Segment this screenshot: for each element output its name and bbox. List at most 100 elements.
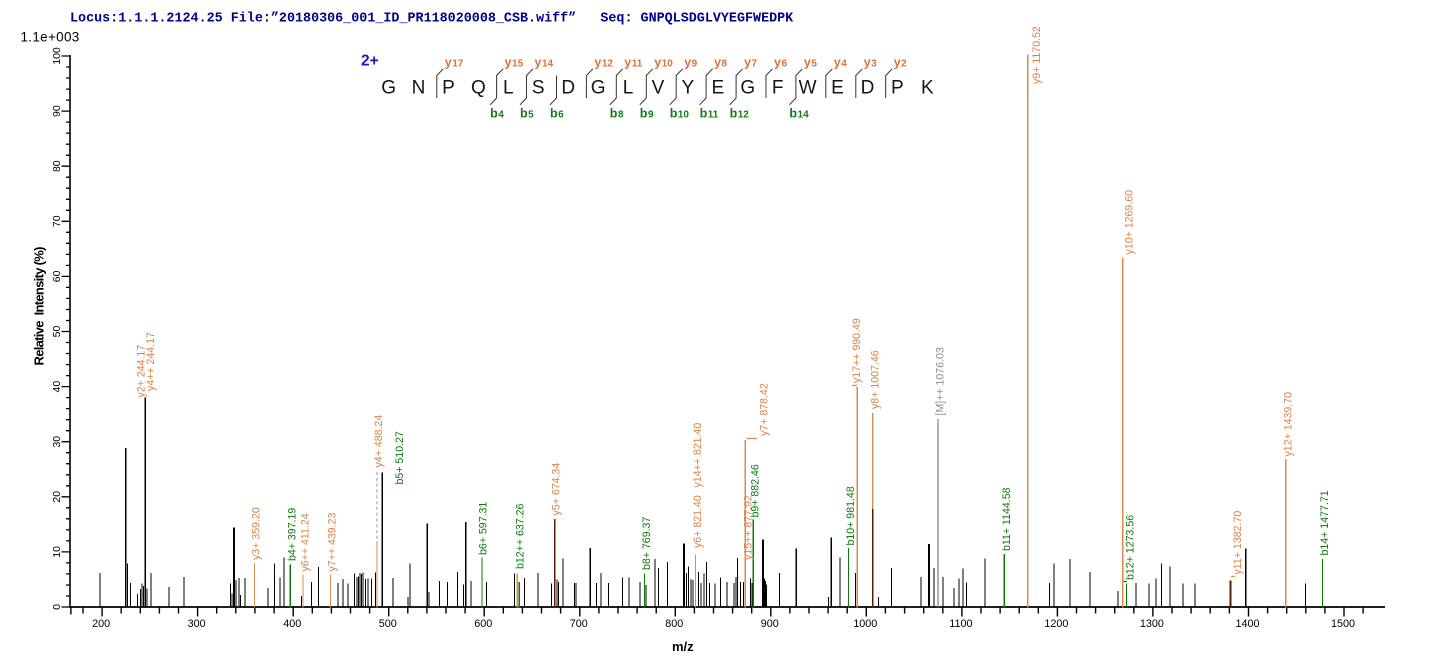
- svg-text:y8+ 1007.46: y8+ 1007.46: [870, 350, 882, 409]
- svg-text:40: 40: [51, 381, 63, 393]
- svg-text:Y: Y: [682, 78, 695, 99]
- svg-text:600: 600: [474, 618, 492, 630]
- svg-text:800: 800: [665, 618, 683, 630]
- svg-text:y10: y10: [654, 56, 673, 70]
- svg-text:b8+ 769.37: b8+ 769.37: [641, 517, 653, 570]
- svg-text:y11+ 1382.70: y11+ 1382.70: [1232, 511, 1244, 575]
- svg-text:y6++ 411.24: y6++ 411.24: [300, 513, 312, 571]
- svg-text:F: F: [772, 78, 784, 99]
- svg-text:[M]++ 1076.03: [M]++ 1076.03: [935, 347, 947, 415]
- svg-text:y4: y4: [834, 56, 847, 70]
- svg-text:100: 100: [51, 47, 63, 65]
- svg-text:b9+ 882.46: b9+ 882.46: [750, 464, 762, 517]
- svg-text:D: D: [561, 78, 575, 99]
- svg-text:P: P: [891, 78, 904, 99]
- svg-text:y15: y15: [505, 56, 524, 70]
- svg-text:y8: y8: [714, 56, 727, 70]
- svg-text:Locus:1.1.1.2124.25 File:”2018: Locus:1.1.1.2124.25 File:”20180306_001_I…: [70, 12, 794, 27]
- svg-text:20: 20: [51, 491, 63, 503]
- svg-text:0: 0: [51, 604, 63, 610]
- svg-text:y6: y6: [774, 56, 787, 70]
- svg-text:y17++ 990.49: y17++ 990.49: [851, 318, 863, 383]
- svg-text:Q: Q: [471, 78, 486, 99]
- svg-text:1500: 1500: [1331, 618, 1355, 630]
- svg-text:30: 30: [51, 436, 63, 448]
- svg-text:y12: y12: [594, 56, 613, 70]
- svg-text:P: P: [442, 78, 455, 99]
- svg-text:N: N: [412, 78, 426, 99]
- svg-text:y5: y5: [804, 56, 817, 70]
- svg-text:b12++ 637.26: b12++ 637.26: [515, 503, 527, 569]
- svg-text:y9: y9: [684, 56, 697, 70]
- svg-text:60: 60: [51, 270, 63, 282]
- svg-text:1100: 1100: [949, 618, 972, 630]
- svg-text:L: L: [623, 78, 634, 99]
- svg-text:y7: y7: [744, 56, 757, 70]
- svg-text:300: 300: [188, 618, 206, 630]
- svg-text:K: K: [921, 78, 934, 99]
- svg-text:1.1e+003: 1.1e+003: [21, 30, 80, 45]
- svg-text:E: E: [831, 78, 844, 99]
- svg-text:400: 400: [283, 618, 301, 630]
- svg-text:y15++ 877.92: y15++ 877.92: [743, 495, 755, 560]
- svg-text:y3+ 359.20: y3+ 359.20: [251, 507, 263, 560]
- svg-text:y9+ 1170.52: y9+ 1170.52: [1031, 26, 1043, 84]
- svg-text:1400: 1400: [1235, 618, 1259, 630]
- svg-text:y12+ 1439.70: y12+ 1439.70: [1283, 392, 1295, 457]
- svg-text:90: 90: [51, 105, 63, 117]
- svg-text:y5+ 674.34: y5+ 674.34: [551, 463, 563, 516]
- svg-text:10: 10: [51, 546, 63, 558]
- svg-text:y17: y17: [445, 56, 464, 70]
- svg-text:W: W: [799, 78, 817, 99]
- svg-text:G: G: [591, 78, 606, 99]
- svg-text:m/z: m/z: [672, 639, 694, 654]
- svg-text:70: 70: [51, 215, 63, 227]
- svg-text:1300: 1300: [1140, 618, 1164, 630]
- svg-text:D: D: [861, 78, 875, 99]
- svg-text:80: 80: [51, 160, 63, 172]
- svg-text:900: 900: [761, 618, 779, 630]
- svg-text:b5+ 510.27: b5+ 510.27: [394, 431, 406, 484]
- svg-text:b12: b12: [730, 107, 750, 121]
- svg-text:1200: 1200: [1044, 618, 1068, 630]
- svg-text:L: L: [503, 78, 514, 99]
- svg-text:2+: 2+: [361, 53, 379, 70]
- svg-text:y11: y11: [624, 56, 642, 70]
- svg-text:b6: b6: [550, 107, 564, 121]
- svg-text:y10+ 1269.60: y10+ 1269.60: [1124, 190, 1136, 255]
- svg-text:500: 500: [379, 618, 397, 630]
- svg-text:b14+ 1477.71: b14+ 1477.71: [1319, 490, 1331, 555]
- svg-text:y14: y14: [535, 56, 554, 70]
- svg-text:b11+ 1144.58: b11+ 1144.58: [1001, 487, 1013, 551]
- svg-text:b6+ 597.31: b6+ 597.31: [478, 502, 490, 555]
- svg-text:700: 700: [570, 618, 588, 630]
- svg-text:y4+ 488.24: y4+ 488.24: [373, 415, 385, 468]
- svg-text:b10: b10: [670, 107, 690, 121]
- svg-text:1000: 1000: [853, 618, 877, 630]
- svg-text:S: S: [532, 78, 545, 99]
- svg-text:Relative Intensity (%): Relative Intensity (%): [32, 247, 47, 366]
- svg-text:E: E: [711, 78, 724, 99]
- svg-text:y6+ 821.40: y6+ 821.40: [692, 495, 704, 548]
- svg-text:b10+ 981.48: b10+ 981.48: [845, 486, 857, 545]
- svg-text:b12+ 1273.56: b12+ 1273.56: [1125, 515, 1137, 580]
- svg-text:y7++ 439.23: y7++ 439.23: [327, 512, 339, 571]
- svg-text:G: G: [740, 78, 755, 99]
- svg-text:b8: b8: [610, 107, 624, 121]
- svg-text:y2: y2: [894, 56, 907, 70]
- svg-text:b4: b4: [490, 107, 504, 121]
- svg-text:y2+ 244.17: y2+ 244.17: [135, 345, 147, 398]
- svg-text:V: V: [652, 78, 665, 99]
- svg-text:b5: b5: [520, 107, 534, 121]
- svg-text:y3: y3: [864, 56, 877, 70]
- svg-text:y7+ 878.42: y7+ 878.42: [759, 383, 771, 436]
- svg-text:b14: b14: [789, 107, 809, 121]
- svg-text:200: 200: [92, 618, 110, 630]
- svg-text:y14++ 821.40: y14++ 821.40: [692, 423, 704, 488]
- svg-text:50: 50: [51, 326, 63, 338]
- svg-text:b11: b11: [700, 107, 719, 121]
- svg-text:b9: b9: [640, 107, 654, 121]
- svg-text:G: G: [381, 78, 396, 99]
- svg-text:y4++ 244.17: y4++ 244.17: [145, 332, 157, 391]
- svg-text:b4+ 397.19: b4+ 397.19: [287, 508, 299, 561]
